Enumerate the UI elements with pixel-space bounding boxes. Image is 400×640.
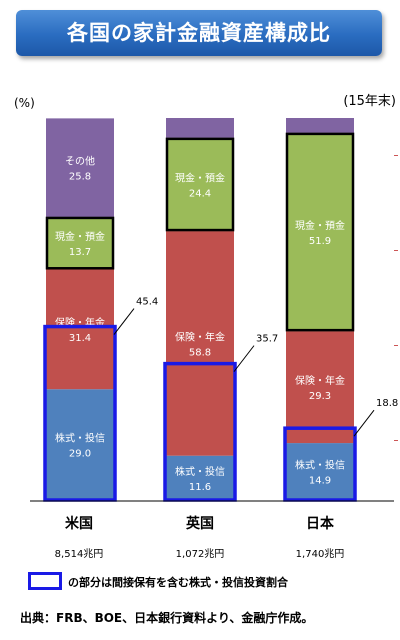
value-label-uk-stock: 11.6 bbox=[189, 482, 211, 493]
series-label-japan-stock: 株式・投信 bbox=[295, 459, 345, 472]
bar-us-other bbox=[46, 118, 114, 217]
title-banner: 各国の家計金融資産構成比 bbox=[16, 10, 382, 56]
indirect-stock-box-japan bbox=[283, 426, 357, 502]
value-label-us-stock: 29.0 bbox=[69, 449, 91, 460]
bar-uk-insurance bbox=[166, 231, 234, 456]
series-label-uk-cash: 現金・預金 bbox=[175, 171, 225, 184]
total-assets-us: 8,514兆円 bbox=[54, 549, 104, 560]
indirect-stock-leader-japan bbox=[353, 409, 375, 437]
series-label-japan-cash: 現金・預金 bbox=[295, 219, 345, 232]
value-label-japan-insurance: 29.3 bbox=[309, 391, 331, 402]
indirect-stock-box-us bbox=[43, 324, 117, 502]
legend-highlight-box bbox=[28, 572, 62, 590]
unit-label-left: (%) bbox=[14, 96, 35, 110]
bar-japan-cash bbox=[286, 132, 354, 332]
value-label-uk-insurance: 58.8 bbox=[189, 347, 211, 358]
bar-japan-insurance bbox=[286, 331, 354, 444]
bar-us-cash bbox=[46, 216, 114, 270]
chart-title: 各国の家計金融資産構成比 bbox=[67, 21, 331, 45]
axis-tick-mark bbox=[394, 155, 398, 156]
bar-uk-cash bbox=[166, 137, 234, 232]
axis-tick-mark bbox=[394, 440, 398, 441]
indirect-stock-leader-us bbox=[113, 308, 135, 335]
series-label-japan-insurance: 保険・年金 bbox=[295, 374, 345, 387]
category-label-uk: 英国 bbox=[186, 516, 214, 532]
bar-us-stock bbox=[46, 389, 114, 500]
indirect-stock-value-uk: 35.7 bbox=[256, 334, 278, 345]
cash-outline-uk bbox=[165, 137, 235, 232]
bar-uk-stock bbox=[166, 455, 234, 500]
bar-uk-other bbox=[166, 118, 234, 138]
series-label-us-stock: 株式・投信 bbox=[55, 432, 105, 445]
value-label-us-cash: 13.7 bbox=[69, 247, 91, 258]
cash-outline-japan bbox=[285, 132, 355, 332]
indirect-stock-value-japan: 18.8 bbox=[376, 398, 398, 409]
series-label-us-cash: 現金・預金 bbox=[55, 230, 105, 243]
axis-tick-mark bbox=[394, 250, 398, 251]
indirect-stock-leader-uk bbox=[233, 345, 255, 372]
indirect-stock-value-us: 45.4 bbox=[136, 297, 158, 308]
category-label-japan: 日本 bbox=[306, 516, 334, 532]
series-label-us-other: その他 bbox=[65, 155, 95, 168]
value-label-us-insurance: 31.4 bbox=[69, 333, 91, 344]
unit-label-right: (15年末) bbox=[343, 94, 396, 109]
bar-japan-stock bbox=[286, 443, 354, 500]
series-label-uk-stock: 株式・投信 bbox=[175, 465, 225, 478]
value-label-us-other: 25.8 bbox=[69, 172, 91, 183]
axis-tick-mark bbox=[394, 345, 398, 346]
indirect-stock-box-uk bbox=[163, 361, 237, 502]
value-label-japan-cash: 51.9 bbox=[309, 236, 331, 247]
bar-us-insurance bbox=[46, 269, 114, 390]
legend-text: の部分は間接保有を含む株式・投信投資割合 bbox=[68, 576, 288, 589]
cash-outline-us bbox=[45, 216, 115, 270]
total-assets-uk: 1,072兆円 bbox=[175, 549, 225, 560]
value-label-japan-stock: 14.9 bbox=[309, 476, 331, 487]
value-label-uk-cash: 24.4 bbox=[189, 188, 211, 199]
category-label-us: 米国 bbox=[65, 516, 93, 532]
source-note: 出典：FRB、BOE、日本銀行資料より、金融庁作成。 bbox=[20, 611, 314, 625]
series-label-uk-insurance: 保険・年金 bbox=[175, 330, 225, 343]
bar-japan-other bbox=[286, 118, 354, 133]
total-assets-japan: 1,740兆円 bbox=[295, 549, 345, 560]
